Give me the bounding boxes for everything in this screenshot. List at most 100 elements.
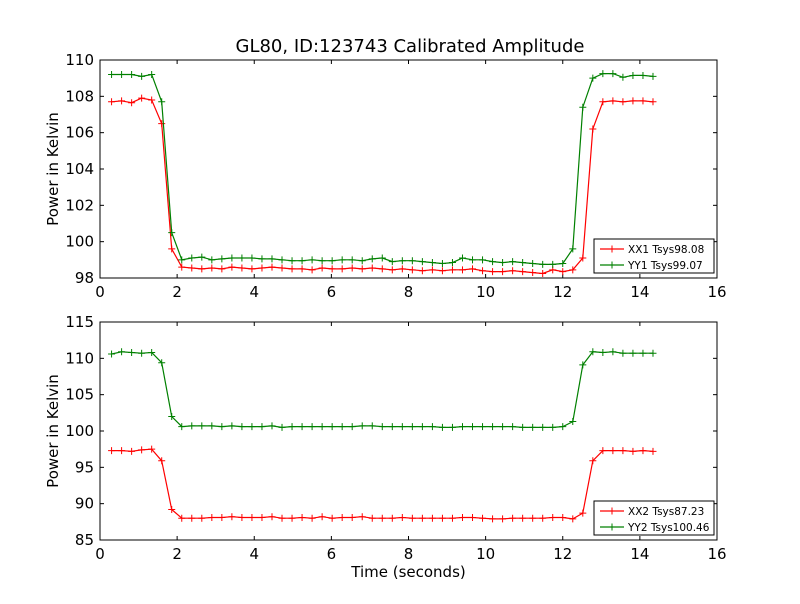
data-point: [278, 423, 286, 431]
data-point: [188, 422, 196, 430]
data-point: [208, 264, 216, 272]
data-point: [428, 423, 436, 431]
data-point: [338, 256, 346, 264]
data-point: [609, 348, 617, 356]
data-point: [308, 266, 316, 274]
y-tick-label: 108: [65, 87, 94, 105]
data-point: [479, 514, 487, 522]
data-point: [228, 422, 236, 430]
data-point: [448, 266, 456, 274]
data-point: [268, 422, 276, 430]
data-point: [218, 423, 226, 431]
legend-label: XX2 Tsys87.23: [628, 506, 704, 518]
data-point: [118, 71, 126, 79]
data-point: [418, 514, 426, 522]
data-point: [358, 422, 366, 430]
data-point: [519, 423, 527, 431]
data-point: [188, 254, 196, 262]
data-point: [499, 259, 507, 267]
data-point: [128, 71, 136, 79]
legend-label: XX1 Tsys98.08: [628, 244, 704, 256]
data-point: [489, 515, 497, 523]
data-point: [108, 350, 116, 358]
series-line-1: [111, 97, 654, 275]
series-line-1: [111, 448, 654, 520]
data-point: [579, 361, 587, 369]
data-point: [458, 266, 466, 274]
data-point: [128, 447, 136, 455]
data-point: [288, 265, 296, 273]
data-point: [158, 359, 166, 367]
data-point: [408, 423, 416, 431]
data-point: [248, 254, 256, 262]
data-point: [599, 70, 607, 78]
data-point: [338, 265, 346, 273]
data-point: [178, 423, 186, 431]
y-tick-label: 110: [65, 349, 94, 367]
data-point: [408, 266, 416, 274]
data-point: [368, 514, 376, 522]
data-point: [148, 349, 156, 357]
data-point: [268, 513, 276, 521]
y-tick-label: 105: [65, 386, 94, 404]
data-point: [579, 509, 587, 517]
data-point: [529, 423, 537, 431]
data-point: [348, 256, 356, 264]
data-point: [178, 514, 186, 522]
legend: XX2 Tsys87.23 YY2 Tsys100.46: [593, 500, 715, 536]
data-point: [238, 513, 246, 521]
data-point: [529, 269, 537, 277]
data-point: [318, 423, 326, 431]
data-point: [629, 447, 637, 455]
y-tick-label: 90: [75, 495, 94, 513]
data-point: [469, 256, 477, 264]
x-tick-label: 10: [476, 283, 495, 301]
data-point: [328, 423, 336, 431]
data-point: [198, 265, 206, 273]
data-point: [118, 447, 126, 455]
series-line-2: [111, 72, 654, 265]
data-point: [559, 268, 567, 276]
y-tick-label: 98: [75, 269, 94, 287]
data-point: [569, 418, 577, 426]
data-point: [218, 513, 226, 521]
data-point: [108, 447, 116, 455]
data-point: [228, 254, 236, 262]
data-point: [308, 256, 316, 264]
data-point: [368, 422, 376, 430]
data-point: [519, 514, 527, 522]
legend: XX1 Tsys98.08 YY1 Tsys99.07: [593, 238, 715, 274]
data-point: [178, 256, 186, 264]
data-point: [308, 514, 316, 522]
data-point: [629, 97, 637, 105]
data-point: [388, 423, 396, 431]
data-point: [428, 514, 436, 522]
data-point: [589, 457, 597, 465]
data-point: [348, 423, 356, 431]
data-point: [288, 257, 296, 265]
data-point: [609, 97, 617, 105]
data-point: [539, 260, 547, 268]
data-point: [549, 513, 557, 521]
data-point: [318, 257, 326, 265]
data-point: [238, 254, 246, 262]
x-tick-label: 14: [630, 283, 649, 301]
data-point: [438, 259, 446, 267]
data-point: [138, 94, 146, 102]
data-point: [368, 264, 376, 272]
data-point: [499, 515, 507, 523]
legend-marker: [608, 523, 616, 531]
data-point: [128, 349, 136, 357]
x-tick-label: 2: [172, 283, 182, 301]
data-point: [168, 245, 176, 253]
data-point: [368, 255, 376, 263]
data-point: [268, 263, 276, 271]
x-tick-label: 14: [630, 545, 649, 563]
data-point: [559, 513, 567, 521]
data-point: [118, 348, 126, 356]
data-point: [569, 266, 577, 274]
data-point: [438, 423, 446, 431]
data-point: [318, 264, 326, 272]
legend-label: YY1 Tsys99.07: [627, 260, 703, 272]
data-point: [408, 257, 416, 265]
